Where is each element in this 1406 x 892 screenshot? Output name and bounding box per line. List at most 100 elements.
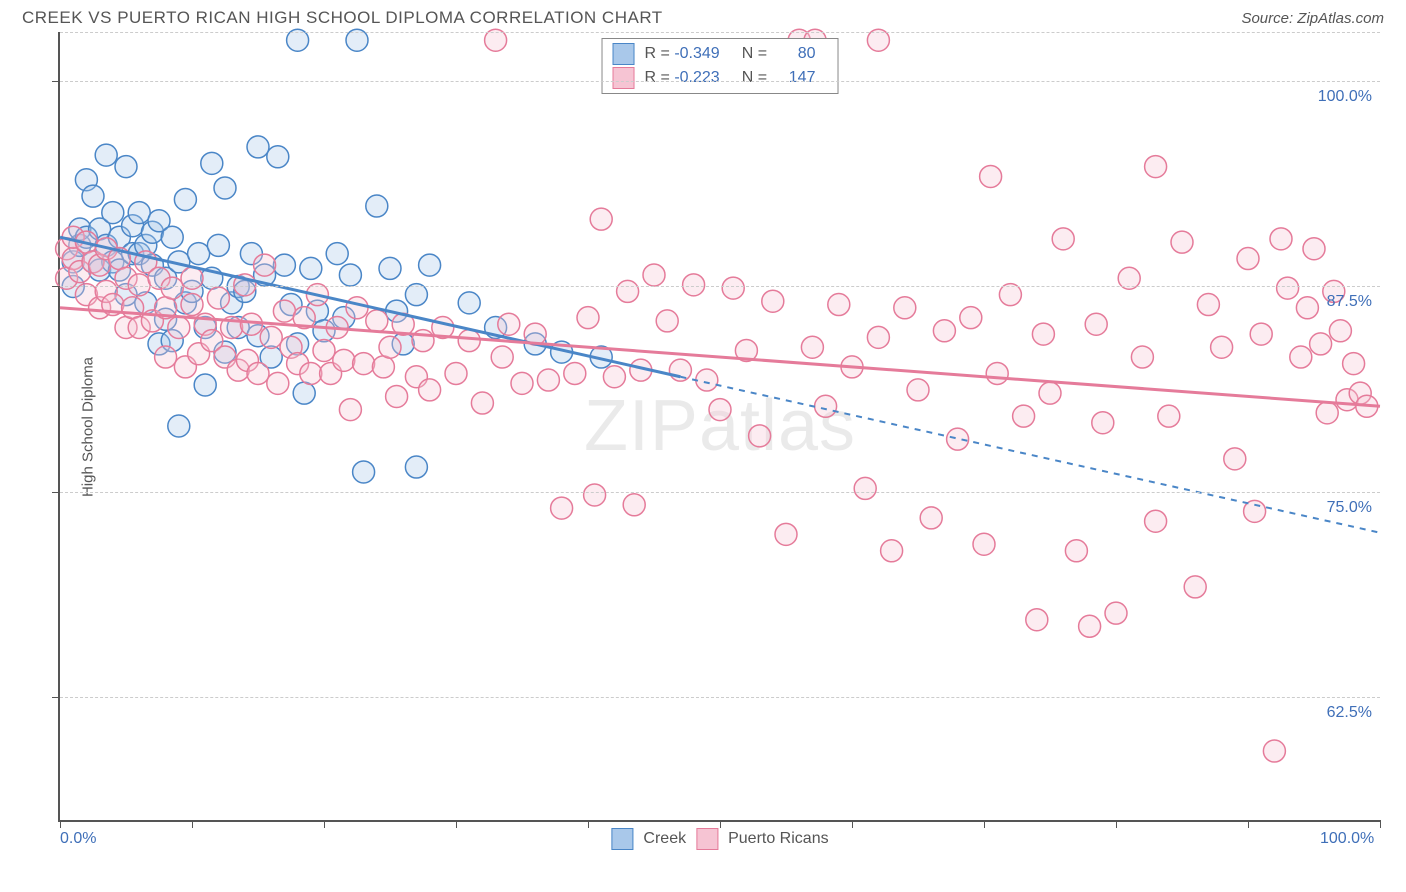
x-tick-label: 100.0% [1320, 830, 1374, 848]
scatter-point-pr [181, 294, 203, 316]
scatter-point-creek [95, 144, 117, 166]
scatter-point-pr [1303, 238, 1325, 260]
gridline [60, 81, 1380, 82]
plot-wrap: High School Diploma ZIPatlas R = -0.349N… [22, 32, 1380, 822]
scatter-point-pr [1013, 405, 1035, 427]
scatter-point-pr [511, 372, 533, 394]
x-tick [1116, 820, 1117, 828]
scatter-point-pr [1290, 346, 1312, 368]
scatter-point-pr [1105, 602, 1127, 624]
x-tick-label: 0.0% [60, 830, 96, 848]
scatter-point-creek [82, 185, 104, 207]
scatter-point-creek [273, 254, 295, 276]
scatter-point-pr [669, 359, 691, 381]
x-tick [1248, 820, 1249, 828]
scatter-point-pr [419, 379, 441, 401]
scatter-point-pr [491, 346, 513, 368]
scatter-point-pr [590, 208, 612, 230]
y-tick [52, 697, 60, 698]
scatter-point-pr [240, 313, 262, 335]
scatter-point-pr [1343, 353, 1365, 375]
scatter-point-creek [353, 461, 375, 483]
scatter-point-pr [643, 264, 665, 286]
scatter-point-pr [894, 297, 916, 319]
x-tick [720, 820, 721, 828]
scatter-point-pr [537, 369, 559, 391]
scatter-svg [60, 32, 1380, 820]
series-swatch [611, 828, 633, 850]
scatter-point-creek [128, 202, 150, 224]
scatter-point-creek [102, 202, 124, 224]
scatter-point-pr [333, 349, 355, 371]
scatter-point-pr [372, 356, 394, 378]
y-tick-label: 62.5% [1327, 704, 1372, 722]
scatter-point-creek [366, 195, 388, 217]
legend-n-creek: N = 80 [742, 45, 816, 63]
scatter-point-pr [1224, 448, 1246, 470]
scatter-point-pr [353, 353, 375, 375]
scatter-point-pr [260, 326, 282, 348]
scatter-point-pr [1026, 609, 1048, 631]
scatter-point-creek [201, 152, 223, 174]
scatter-point-pr [1131, 346, 1153, 368]
scatter-point-pr [313, 339, 335, 361]
scatter-point-pr [1270, 228, 1292, 250]
scatter-point-pr [854, 477, 876, 499]
scatter-point-creek [161, 226, 183, 248]
scatter-point-creek [458, 292, 480, 314]
scatter-point-pr [947, 428, 969, 450]
scatter-point-pr [254, 254, 276, 276]
scatter-point-pr [1250, 323, 1272, 345]
scatter-point-pr [1085, 313, 1107, 335]
scatter-point-pr [815, 395, 837, 417]
scatter-point-creek [207, 234, 229, 256]
series-legend: CreekPuerto Ricans [611, 828, 828, 850]
scatter-point-pr [1310, 333, 1332, 355]
x-tick [192, 820, 193, 828]
scatter-point-pr [445, 362, 467, 384]
scatter-point-pr [161, 277, 183, 299]
legend-r-creek: R = -0.349 [645, 45, 720, 63]
correlation-legend: R = -0.349N = 80R = -0.223N = 147 [602, 38, 839, 94]
legend-n-pr: N = 147 [742, 69, 816, 87]
scatter-point-pr [1263, 740, 1285, 762]
scatter-point-pr [603, 366, 625, 388]
header: CREEK VS PUERTO RICAN HIGH SCHOOL DIPLOM… [0, 0, 1406, 32]
scatter-point-pr [1237, 248, 1259, 270]
scatter-point-creek [339, 264, 361, 286]
scatter-point-pr [986, 362, 1008, 384]
scatter-point-pr [881, 540, 903, 562]
plot-area: ZIPatlas R = -0.349N = 80R = -0.223N = 1… [58, 32, 1380, 822]
scatter-point-creek [174, 188, 196, 210]
scatter-point-pr [980, 165, 1002, 187]
chart-title: CREEK VS PUERTO RICAN HIGH SCHOOL DIPLOM… [22, 8, 663, 28]
scatter-point-pr [366, 310, 388, 332]
scatter-point-pr [1171, 231, 1193, 253]
scatter-point-pr [1032, 323, 1054, 345]
scatter-point-creek [168, 415, 190, 437]
chart-container: CREEK VS PUERTO RICAN HIGH SCHOOL DIPLOM… [0, 0, 1406, 892]
scatter-point-pr [128, 274, 150, 296]
scatter-point-pr [458, 330, 480, 352]
scatter-point-pr [339, 399, 361, 421]
gridline [60, 32, 1380, 33]
y-tick-label: 75.0% [1327, 499, 1372, 517]
scatter-point-pr [933, 320, 955, 342]
scatter-point-creek [247, 136, 269, 158]
x-tick [1380, 820, 1381, 828]
x-tick [588, 820, 589, 828]
scatter-point-pr [1211, 336, 1233, 358]
scatter-point-pr [1329, 320, 1351, 342]
scatter-point-pr [1184, 576, 1206, 598]
scatter-point-pr [683, 274, 705, 296]
scatter-point-pr [775, 523, 797, 545]
scatter-point-creek [115, 156, 137, 178]
scatter-point-pr [273, 300, 295, 322]
scatter-point-pr [471, 392, 493, 414]
scatter-point-creek [293, 382, 315, 404]
scatter-point-pr [973, 533, 995, 555]
y-tick-label: 100.0% [1318, 88, 1372, 106]
y-tick [52, 492, 60, 493]
y-tick [52, 81, 60, 82]
scatter-point-pr [1316, 402, 1338, 424]
